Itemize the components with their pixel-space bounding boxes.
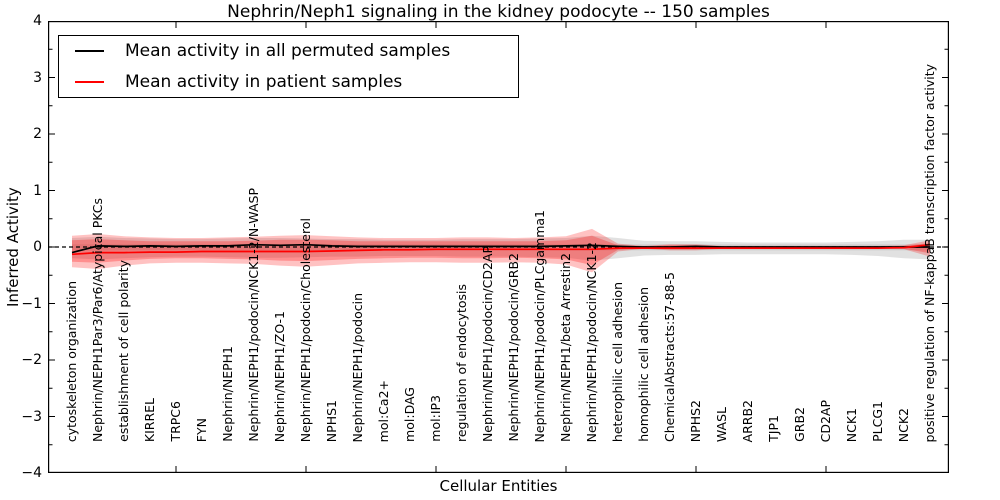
x-tick-label: mol:IP3 (428, 395, 443, 442)
y-tick-label: 4 (33, 13, 42, 29)
x-tick-label: Nephrin/NEPH1/podocin/Cholesterol (298, 217, 313, 442)
x-tick-label: mol:DAG (402, 387, 417, 442)
y-tick-label: 2 (33, 126, 42, 142)
y-tick-label: 3 (33, 69, 42, 86)
legend-item-permuted: Mean activity in all permuted samples (59, 41, 518, 61)
legend: Mean activity in all permuted samples Me… (58, 35, 519, 98)
x-tick-label: cytoskeleton organization (64, 280, 79, 442)
x-tick-label: PLCG1 (870, 401, 885, 442)
x-tick-label: homophilic cell adhesion (636, 287, 651, 442)
x-tick-label: establishment of cell polarity (116, 260, 131, 442)
patient-line-sample (75, 80, 104, 83)
x-tick-label: NPHS1 (324, 399, 339, 442)
x-tick-label: WASL (714, 406, 729, 442)
x-tick-label: NCK2 (896, 407, 911, 442)
permuted-line-sample (75, 50, 104, 53)
x-tick-label: Nephrin/NEPH1 (220, 346, 235, 442)
y-tick-label: −2 (21, 352, 42, 368)
x-tick-label: mol:Ca2+ (376, 379, 391, 442)
x-tick-label: Nephrin/NEPH1/beta Arrestin2 (558, 253, 573, 442)
plot-frame (48, 21, 949, 473)
y-tick-label: −3 (21, 408, 42, 425)
x-tick-label: Nephrin/NEPH1/ZO-1 (272, 310, 287, 442)
y-tick-label: 0 (33, 239, 42, 255)
x-tick-label: FYN (194, 417, 209, 442)
legend-item-label: Mean activity in all permuted samples (125, 41, 451, 62)
x-tick-label: GRB2 (792, 407, 807, 442)
x-tick-label: Nephrin/NEPH1/podocin/NCK1-2/N-WASP (246, 188, 261, 442)
x-tick-label: Nephrin/NEPH1/podocin/GRB2 (506, 253, 521, 442)
x-tick-label: CD2AP (818, 399, 833, 442)
band-patient-range (72, 228, 930, 273)
chart-title: Nephrin/Neph1 signaling in the kidney po… (227, 2, 770, 22)
y-axis-label: Inferred Activity (4, 187, 22, 307)
x-axis-label: Cellular Entities (439, 477, 558, 495)
x-tick-label: ChemicalAbstracts:57-88-5 (662, 272, 677, 442)
x-tick-label: Nephrin/NEPH1/podocin (350, 292, 365, 442)
line-mean-patient (71, 243, 931, 256)
x-tick-label: Nephrin/NEPH1Par3/Par6/Atypical PKCs (90, 198, 105, 442)
legend-item-patient: Mean activity in patient samples (59, 72, 518, 92)
x-tick-label: TRPC6 (168, 401, 183, 442)
x-tick-label: regulation of endocytosis (454, 284, 469, 442)
legend-item-label: Mean activity in patient samples (125, 71, 403, 92)
x-tick-label: ARRB2 (740, 399, 755, 442)
y-tick-label: −4 (21, 465, 42, 481)
y-tick-label: 1 (33, 182, 42, 199)
band-patient-core (72, 235, 930, 266)
x-tick-label: NPHS2 (688, 399, 703, 442)
x-tick-label: Nephrin/NEPH1/podocin/PLCgamma1 (532, 209, 547, 442)
x-tick-label: positive regulation of NF-kappaB transcr… (922, 63, 937, 442)
plot-area: cytoskeleton organization Nephrin/NEPH1Pa… (48, 21, 949, 473)
x-tick-label: NCK1 (844, 407, 859, 442)
x-tick-label: KIRREL (142, 397, 157, 442)
x-tick-label: Nephrin/NEPH1/podocin/NCK1-2 (584, 241, 599, 442)
x-tick-label: TJP1 (766, 415, 781, 442)
x-tick-label: heterophilic cell adhesion (610, 281, 625, 442)
line-mean-permuted (71, 243, 930, 254)
band-permuted-range (72, 235, 930, 261)
x-tick-label: Nephrin/NEPH1/podocin/CD2AP (480, 245, 495, 442)
chart-canvas (48, 21, 949, 473)
y-tick-label: −1 (21, 295, 42, 312)
